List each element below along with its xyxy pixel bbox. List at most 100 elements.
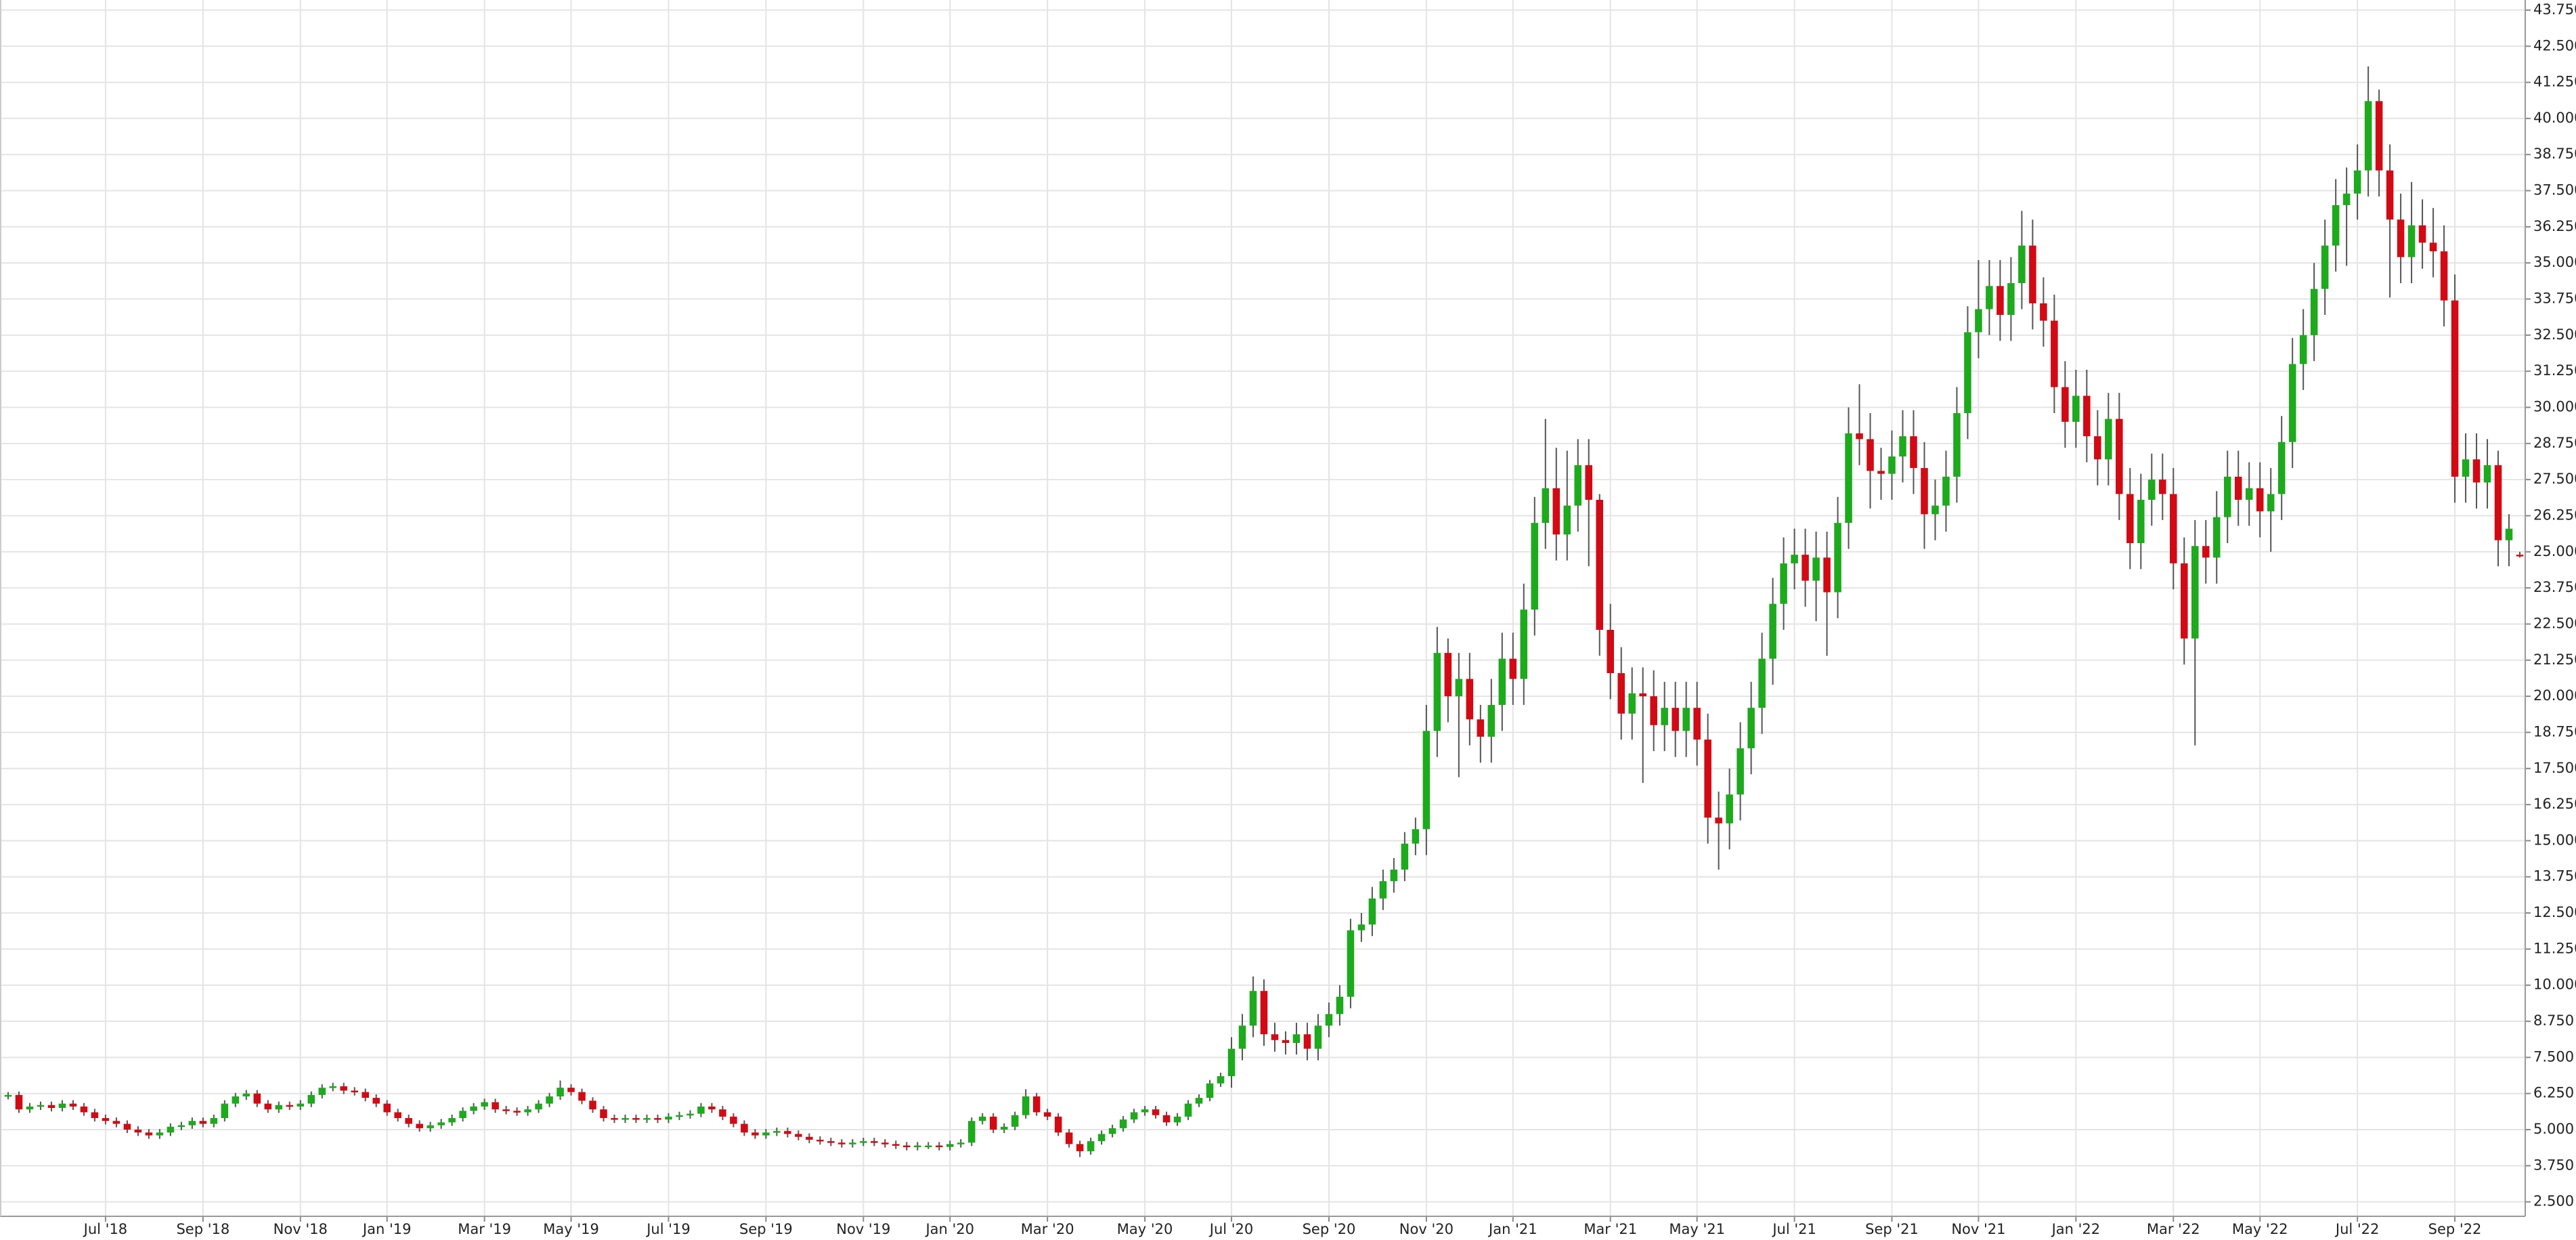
candle-body: [924, 1145, 932, 1147]
candle-body: [2321, 245, 2329, 289]
candle-body: [1509, 658, 1517, 679]
candle-body: [719, 1109, 726, 1117]
candle-body: [1672, 708, 1679, 731]
candle-body: [1747, 708, 1755, 748]
x-tick-label: Jul '22: [2334, 1221, 2380, 1237]
candle-body: [2494, 465, 2502, 540]
candle-body: [26, 1106, 34, 1110]
y-tick-label: 25.000: [2533, 543, 2576, 559]
candle-body: [1152, 1109, 1160, 1115]
candle-body: [1097, 1134, 1106, 1142]
candle-body: [1282, 1040, 1290, 1044]
candle-body: [37, 1105, 45, 1107]
candle-body: [1260, 991, 1268, 1035]
candle-body: [1455, 679, 1463, 697]
candle-body: [1996, 286, 2004, 315]
candle-body: [676, 1115, 683, 1117]
candle-body: [2007, 283, 2015, 315]
candle-body: [1336, 996, 1344, 1014]
candle-body: [1368, 898, 1376, 925]
candle-body: [177, 1125, 185, 1128]
candle-body: [351, 1090, 358, 1092]
x-tick-label: Nov '18: [274, 1221, 328, 1237]
candle-body: [253, 1093, 261, 1104]
candle-body: [383, 1103, 391, 1113]
candle-body: [275, 1105, 283, 1110]
candle-body: [578, 1092, 586, 1101]
candle-body: [567, 1088, 575, 1092]
candle-body: [524, 1109, 531, 1113]
candle-body: [2483, 465, 2491, 483]
candle-body: [481, 1102, 488, 1107]
candle-body: [535, 1103, 542, 1110]
candle-body: [2191, 546, 2199, 639]
candle-body: [1162, 1115, 1171, 1123]
candle-body: [1845, 433, 1852, 523]
candle-body: [1931, 505, 1939, 515]
x-tick-label: Nov '19: [836, 1221, 890, 1237]
candle-body: [741, 1124, 748, 1133]
x-tick-label: Jul '18: [83, 1221, 128, 1237]
x-tick-label: Jan '22: [2051, 1221, 2101, 1237]
candle-body: [1054, 1116, 1062, 1133]
candle-body: [1108, 1128, 1116, 1134]
candle-body: [1206, 1083, 1214, 1098]
candle-body: [221, 1103, 229, 1118]
candle-body: [4, 1094, 12, 1097]
candle-body: [1942, 476, 1950, 506]
candle-body: [2083, 395, 2091, 437]
candle-body: [611, 1117, 618, 1120]
candle-body: [686, 1113, 694, 1116]
x-tick-label: Sep '19: [739, 1221, 793, 1237]
candle-body: [1596, 500, 1604, 630]
candle-body: [762, 1132, 770, 1136]
candle-body: [448, 1117, 456, 1123]
x-tick-label: Jan '21: [1487, 1221, 1537, 1237]
y-tick-label: 12.500: [2533, 904, 2576, 920]
candle-body: [860, 1141, 867, 1143]
candle-body: [1249, 991, 1257, 1026]
candle-body: [232, 1096, 240, 1104]
y-tick-label: 21.250: [2533, 651, 2576, 668]
x-tick-label: Mar '21: [1584, 1221, 1637, 1237]
candle-body: [1888, 456, 1896, 474]
candle-body: [1238, 1025, 1246, 1049]
candle-body: [1130, 1112, 1138, 1120]
candle-body: [513, 1111, 521, 1113]
y-tick-label: 28.750: [2533, 435, 2576, 451]
y-tick-label: 5.000: [2533, 1121, 2574, 1137]
candle-body: [329, 1086, 337, 1088]
candle-body: [2105, 419, 2112, 460]
candle-body: [1195, 1098, 1203, 1104]
candle-body: [1834, 523, 1841, 593]
candle-body: [1390, 870, 1398, 882]
candle-body: [416, 1124, 423, 1128]
candle-body: [806, 1136, 813, 1140]
y-tick-label: 8.750: [2533, 1012, 2574, 1029]
candle-body: [1043, 1112, 1051, 1117]
candle-body: [15, 1094, 23, 1110]
x-tick-label: Jul '20: [1208, 1221, 1254, 1237]
candle-body: [2234, 476, 2242, 500]
candle-body: [1217, 1076, 1225, 1084]
y-tick-label: 35.000: [2533, 254, 2576, 270]
candle-body: [1964, 332, 1971, 414]
candle-body: [1076, 1144, 1084, 1152]
candle-body: [1726, 794, 1733, 824]
candle-body: [1347, 930, 1355, 997]
candle-body: [1910, 436, 1917, 469]
candle-body: [881, 1142, 889, 1145]
candle-body: [816, 1139, 824, 1142]
candle-body: [2094, 436, 2101, 460]
candle-body: [871, 1141, 878, 1143]
candle-body: [978, 1116, 986, 1121]
candle-body: [546, 1096, 553, 1104]
y-tick-label: 37.500: [2533, 182, 2576, 198]
y-tick-label: 30.000: [2533, 399, 2576, 415]
candle-body: [697, 1106, 705, 1114]
candle-body: [1357, 924, 1366, 931]
candle-body: [188, 1121, 196, 1126]
candle-body: [2342, 193, 2351, 205]
